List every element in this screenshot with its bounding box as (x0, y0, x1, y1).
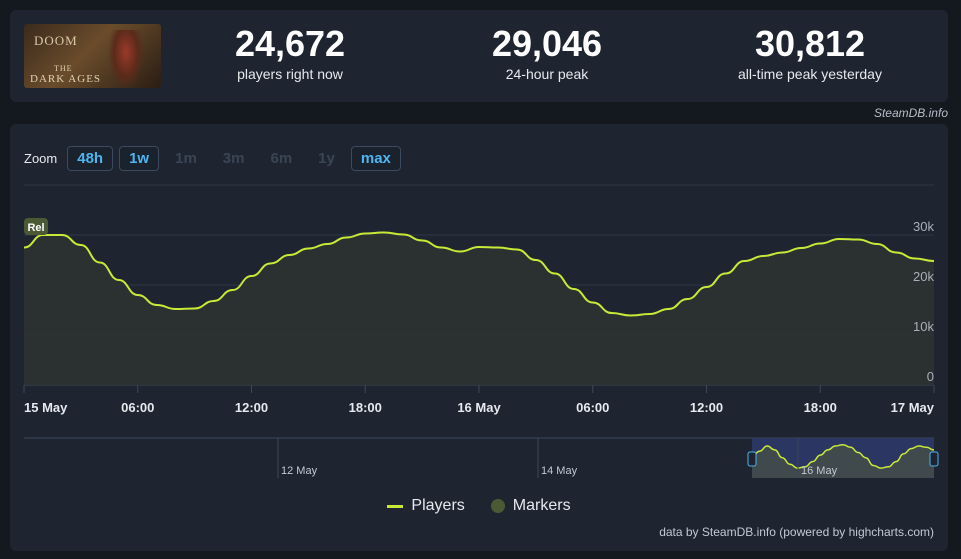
stats-panel: DOOM THE DARK AGES 24,672 players right n… (10, 10, 948, 102)
legend-item-markers[interactable]: Markers (490, 497, 571, 515)
x-tick-label: 12:00 (235, 400, 268, 415)
zoom-48h-button[interactable]: 48h (67, 145, 114, 171)
chart-legend: Players Markers (10, 497, 948, 515)
legend-label: Players (411, 497, 465, 514)
game-art (109, 30, 143, 86)
y-tick-label: 20k (913, 269, 934, 284)
series-line-players (23, 231, 935, 317)
x-axis: 15 May 06:00 12:00 18:00 16 May 06:00 12:00 18:… (23, 385, 935, 415)
x-tick-label: 06:00 (121, 400, 154, 415)
navigator-right-handle[interactable] (929, 451, 939, 467)
y-axis: 0 10k 20k 30k (913, 219, 934, 384)
legend-line-swatch (387, 504, 404, 508)
series-fill (24, 232, 934, 385)
navigator-date-label: 16 May (801, 465, 838, 477)
game-logo-the: THE (54, 64, 73, 73)
legend-item-players[interactable]: Players (387, 497, 465, 515)
stat-value: 29,046 (491, 23, 603, 64)
x-tick-label: 18:00 (804, 400, 837, 415)
y-tick-label: 0 (927, 369, 934, 384)
y-tick-label: 30k (913, 219, 934, 234)
series-area (23, 231, 935, 385)
zoom-max-button[interactable]: max (350, 145, 401, 171)
x-tick-label: 16 May (457, 400, 501, 415)
navigator-left-handle[interactable] (747, 451, 757, 467)
navigator-date-label: 14 May (541, 465, 578, 477)
game-logo-dark-ages: DARK AGES (30, 73, 102, 85)
x-tick-label: 17 May (891, 400, 935, 415)
zoom-label: Zoom (24, 150, 58, 166)
x-tick-label: 15 May (24, 400, 68, 415)
stat-value: 24,672 (234, 23, 346, 64)
game-thumbnail[interactable]: DOOM THE DARK AGES (24, 24, 161, 88)
navigator-date-label: 12 May (281, 465, 318, 477)
stat-all-time-peak: 30,812 all-time peak yesterday (700, 23, 920, 83)
steamdb-credit-link[interactable]: SteamDB.info (873, 106, 948, 120)
zoom-1w-button[interactable]: 1w (119, 145, 160, 171)
zoom-6m-button[interactable]: 6m (260, 146, 302, 171)
navigator[interactable]: 12 May 14 May 16 May (24, 437, 939, 478)
marker-flag[interactable] (24, 218, 48, 235)
stat-label: all-time peak yesterday (738, 66, 882, 82)
stat-label: 24-hour peak (505, 66, 589, 82)
zoom-1y-button[interactable]: 1y (308, 146, 345, 171)
zoom-3m-button[interactable]: 3m (213, 146, 255, 171)
stat-24h-peak: 29,046 24-hour peak (457, 23, 637, 83)
legend-dot-swatch (490, 499, 505, 513)
player-count-chart[interactable]: 0 10k 20k 30k 15 May 06:00 12:00 18:00 16 May 06… (10, 124, 948, 494)
chart-credits-link[interactable]: data by SteamDB.info (powered by highcha… (659, 525, 934, 539)
navigator-line (751, 443, 935, 469)
x-tick-label: 12:00 (690, 400, 723, 415)
zoom-controls: Zoom 48h 1w 1m 3m 6m 1y max (24, 144, 401, 172)
x-tick-label: 18:00 (349, 400, 382, 415)
stat-value: 30,812 (754, 23, 866, 64)
game-logo-title: DOOM (34, 33, 78, 48)
stat-players-now: 24,672 players right now (200, 23, 380, 83)
markers[interactable]: Rel (24, 218, 48, 235)
stat-label: players right now (237, 66, 343, 82)
marker-label: Rel (27, 222, 44, 234)
x-tick-label: 06:00 (576, 400, 609, 415)
zoom-1m-button[interactable]: 1m (165, 146, 207, 171)
game-logo-subtitle: THE DARK AGES (30, 64, 101, 85)
legend-label: Markers (512, 497, 571, 514)
chart-panel: Zoom 48h 1w 1m 3m 6m 1y max 0 10k 20k 30k 1… (10, 124, 948, 551)
y-tick-label: 10k (913, 319, 934, 334)
